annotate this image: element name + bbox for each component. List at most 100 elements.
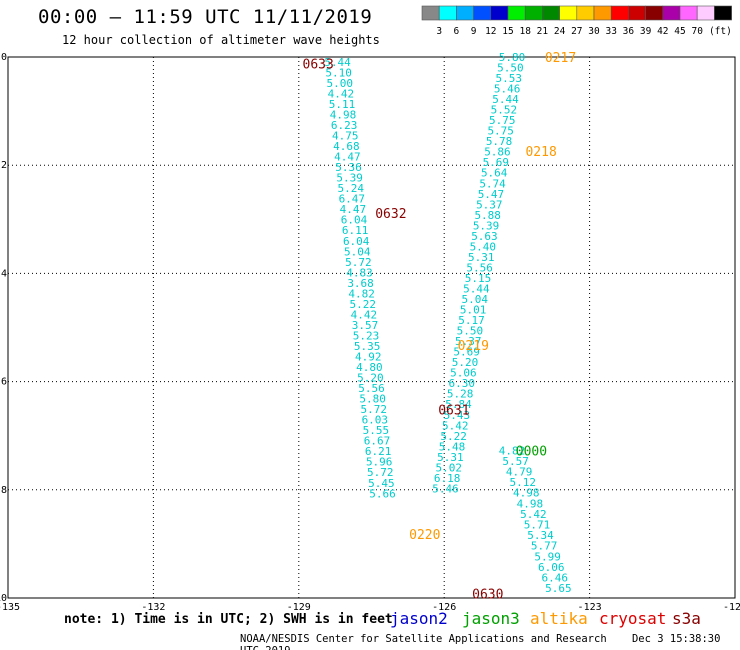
wave-height-value: 5.46 [432, 482, 459, 495]
wave-height-value: 5.66 [369, 487, 396, 500]
legend-label: 24 [554, 26, 566, 37]
wave-height-value: 5.06 [450, 367, 477, 380]
wave-height-value: 5.43 [444, 409, 471, 422]
wave-height-value: 3.68 [347, 277, 374, 290]
wave-height-value: 5.88 [474, 209, 501, 222]
y-tick-label: -4 [0, 268, 7, 279]
wave-height-value: 5.84 [445, 398, 472, 411]
wave-height-value: 6.21 [365, 445, 392, 458]
wave-height-value: 5.80 [359, 393, 386, 406]
wave-height-value: 5.04 [344, 245, 371, 258]
wave-height-value: 5.78 [486, 135, 513, 148]
y-tick-label: 0 [1, 52, 7, 63]
wave-height-value: 5.80 [499, 51, 526, 64]
x-tick-label: -123 [578, 602, 602, 612]
wave-height-value: 5.28 [447, 388, 474, 401]
wave-height-value: 4.98 [517, 497, 544, 510]
wave-height-value: 4.98 [513, 487, 540, 500]
legend-label: 45 [674, 26, 685, 37]
wave-height-value: 3.57 [352, 319, 379, 332]
legend-label: 30 [588, 26, 600, 37]
wave-height-value: 5.65 [545, 582, 572, 595]
wave-height-value: 5.04 [461, 293, 488, 306]
y-tick-label: -2 [0, 160, 7, 171]
wave-height-value: 6.03 [362, 414, 389, 427]
wave-height-value: 5.72 [360, 403, 387, 416]
legend-label: 36 [623, 26, 635, 37]
x-tick-label: -132 [141, 602, 165, 612]
wave-height-value: 5.10 [325, 66, 352, 79]
wave-height-value: 5.22 [440, 430, 467, 443]
legend-label: 21 [537, 26, 549, 37]
y-tick-label: -10 [0, 593, 7, 604]
wave-height-value: 5.96 [366, 456, 393, 469]
timestamp: Dec 3 15:38:30 UTC 2019 [240, 633, 721, 650]
wave-height-value: 5.64 [481, 167, 508, 180]
legend-label: 42 [657, 26, 668, 37]
legend-swatch [714, 5, 732, 21]
x-tick-label: -126 [432, 602, 456, 612]
wave-height-value: 5.77 [531, 540, 558, 553]
wave-height-value: 5.69 [453, 346, 480, 359]
wave-height-value: 5.75 [489, 114, 516, 127]
wave-height-value: 5.74 [479, 177, 506, 190]
wave-height-value: 6.11 [342, 224, 369, 237]
legend-label: 15 [502, 26, 513, 37]
wave-height-value: 6.04 [341, 214, 368, 227]
wave-height-value: 5.63 [471, 230, 498, 243]
wave-height-value: 6.47 [339, 193, 366, 206]
footer-note: note: 1) Time is in UTC; 2) SWH is in fe… [64, 612, 393, 627]
x-tick-label: -120 [723, 602, 740, 612]
x-tick-label: -129 [287, 602, 311, 612]
pass-time-label: 0219 [458, 339, 489, 354]
wave-height-value: 5.75 [487, 125, 514, 138]
legend-label: 6 [454, 26, 460, 37]
wave-height-value: 5.40 [470, 240, 497, 253]
wave-height-value: 5.44 [324, 56, 351, 69]
satellite-jason3: jason3 [462, 609, 520, 628]
legend-label: 3 [436, 26, 442, 37]
wave-height-value: 4.79 [506, 466, 533, 479]
pass-time-label: 0217 [545, 51, 576, 66]
wave-height-value: 5.17 [458, 314, 485, 327]
satellite-altika: altika [530, 609, 588, 628]
pass-time-label: 0218 [525, 145, 556, 160]
wave-height-value: 5.23 [353, 329, 380, 342]
wave-height-value: 4.75 [332, 130, 359, 143]
wave-height-value: 5.00 [327, 77, 354, 90]
wave-height-value: 5.50 [497, 62, 524, 75]
credit-line: NOAA/NESDIS Center for Satellite Applica… [240, 633, 740, 650]
wave-height-value: 4.80 [356, 361, 383, 374]
wave-height-value: 5.20 [357, 372, 384, 385]
wave-height-value: 5.39 [473, 219, 500, 232]
wave-height-value: 5.52 [491, 104, 518, 117]
wave-height-value: 5.47 [478, 188, 505, 201]
page-subtitle: 12 hour collection of altimeter wave hei… [62, 33, 380, 47]
wave-height-value: 5.15 [465, 272, 492, 285]
legend-label: 18 [519, 26, 531, 37]
y-tick-label: -6 [0, 377, 7, 388]
wave-height-value: 6.23 [331, 119, 358, 132]
wave-height-value: 5.42 [442, 419, 469, 432]
wave-height-value: 5.39 [336, 172, 363, 185]
wave-height-value: 6.18 [434, 472, 461, 485]
legend-label: 27 [571, 26, 582, 37]
wave-height-value: 6.30 [448, 377, 475, 390]
plot-frame [7, 56, 736, 599]
legend-label: 12 [485, 26, 496, 37]
legend-label: 9 [471, 26, 477, 37]
wave-height-value: 4.92 [355, 350, 382, 363]
satellite-cryosat: cryosat [599, 609, 667, 628]
wave-height-value: 5.44 [463, 282, 490, 295]
wave-height-value: 5.72 [345, 256, 372, 269]
wave-height-value: 5.34 [527, 529, 554, 542]
x-tick-label: -135 [0, 602, 20, 612]
wave-height-value: 5.69 [483, 156, 510, 169]
color-legend: 3 6 9 12 15 18 21 24 27 30 33 36 39 42 45 70 (ft) [421, 5, 732, 37]
pass-time-label: 0630 [472, 588, 503, 603]
wave-height-value: 5.37 [476, 198, 503, 211]
wave-height-value: 5.22 [350, 298, 377, 311]
page-title: 00:00 – 11:59 UTC 11/11/2019 [38, 6, 373, 28]
wave-height-value: 5.57 [502, 455, 529, 468]
wave-height-value: 6.06 [538, 561, 565, 574]
